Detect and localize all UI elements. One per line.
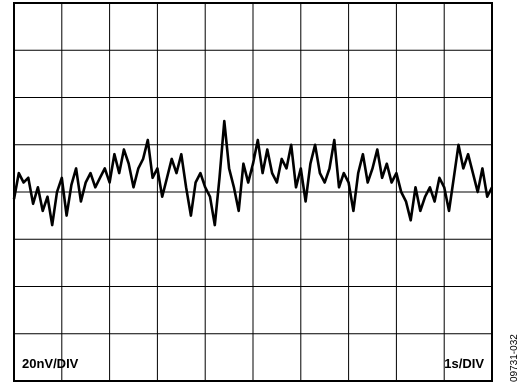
noise-trace xyxy=(12,119,494,227)
grid xyxy=(14,3,492,381)
plot-frame xyxy=(13,2,493,382)
x-scale-label: 1s/DIV xyxy=(444,356,484,371)
figure-id: 09731-032 xyxy=(509,334,520,382)
y-scale-label: 20nV/DIV xyxy=(22,356,79,371)
